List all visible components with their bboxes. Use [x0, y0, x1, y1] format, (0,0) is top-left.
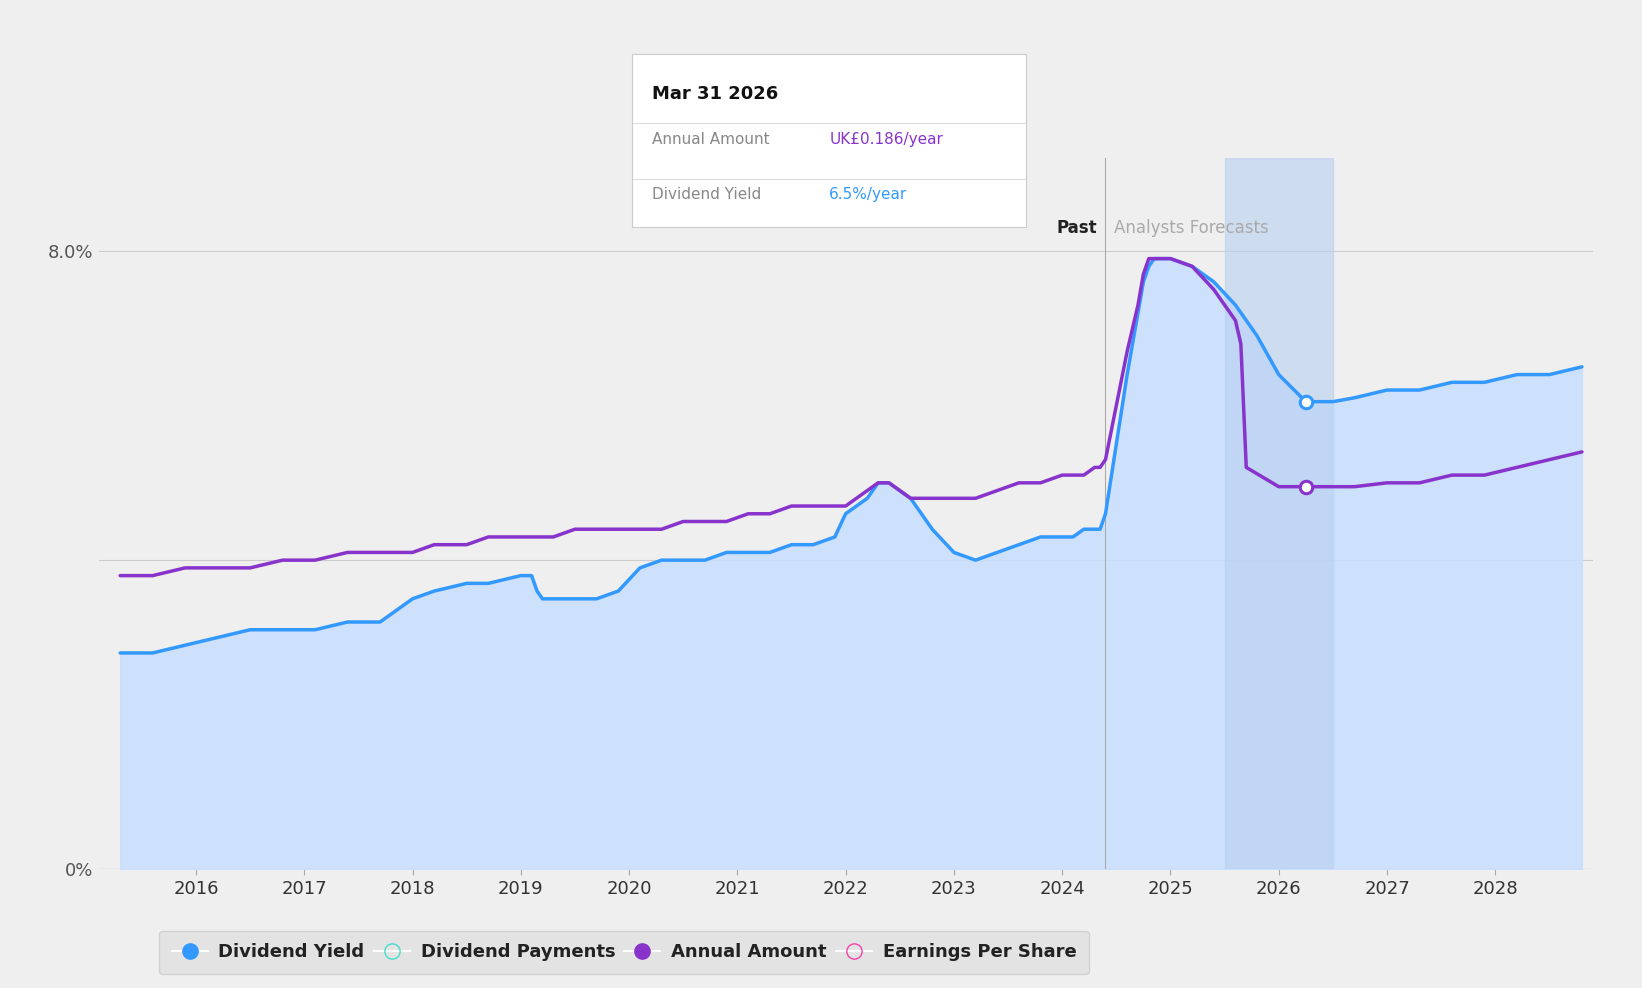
Legend: Dividend Yield, Dividend Payments, Annual Amount, Earnings Per Share: Dividend Yield, Dividend Payments, Annua… [159, 931, 1089, 974]
Text: Analysts Forecasts: Analysts Forecasts [1115, 218, 1269, 237]
Text: Annual Amount: Annual Amount [652, 132, 770, 147]
Bar [1225, 158, 1333, 869]
Text: Dividend Yield: Dividend Yield [652, 188, 762, 203]
Text: 6.5%/year: 6.5%/year [829, 188, 908, 203]
Text: UK£0.186/year: UK£0.186/year [829, 132, 943, 147]
Text: Past: Past [1056, 218, 1097, 237]
Text: Mar 31 2026: Mar 31 2026 [652, 85, 778, 104]
